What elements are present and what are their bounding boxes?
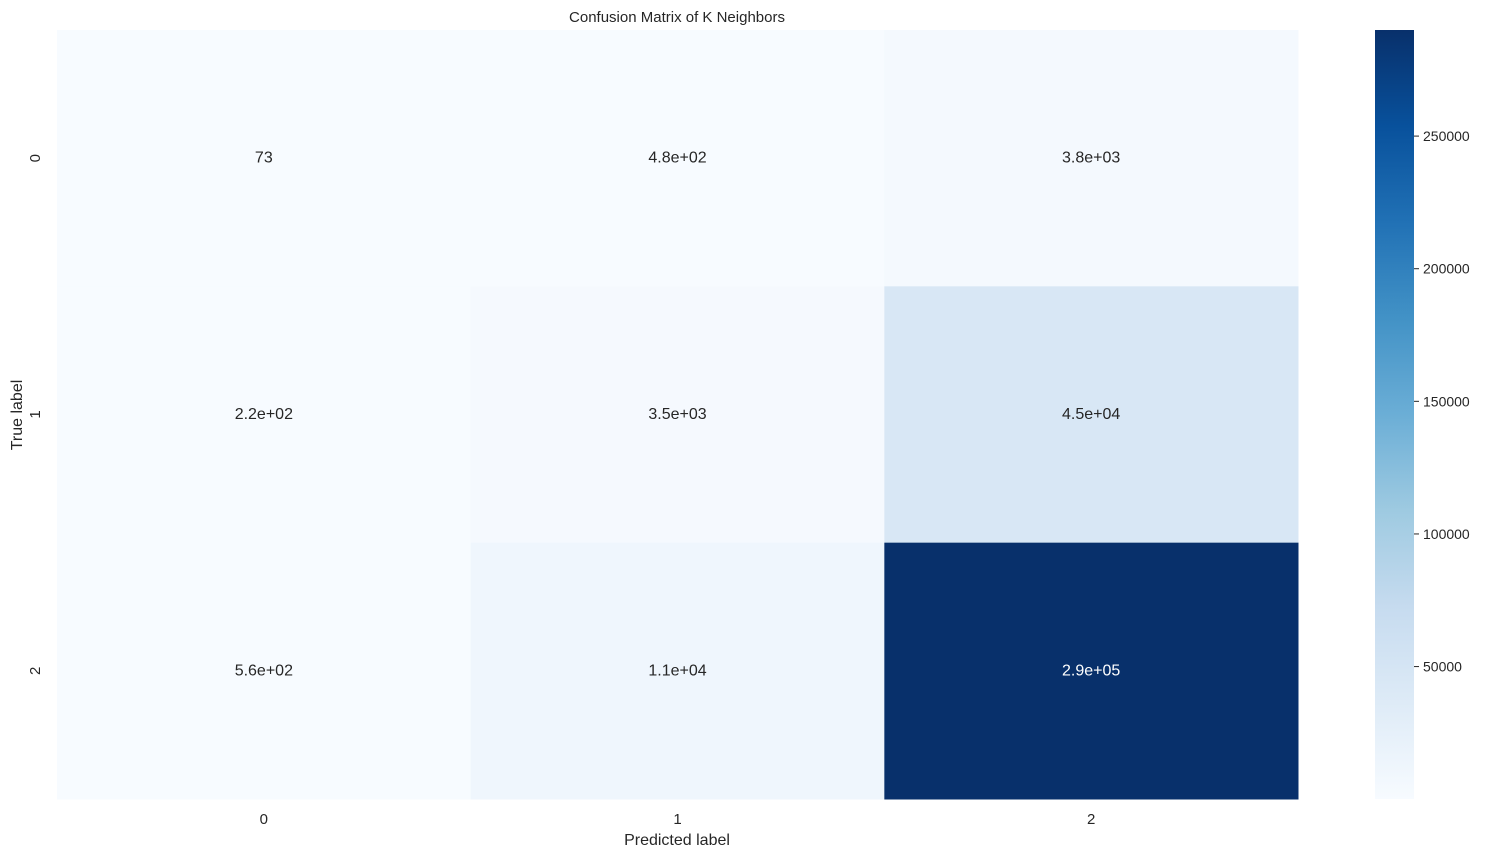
colorbar-tick-label-50000: 50000 [1423, 659, 1462, 675]
cell-annotation-0-0: 73 [255, 150, 273, 167]
x-axis-label: Predicted label [624, 832, 730, 849]
heatmap-cell-2-0 [57, 542, 472, 800]
heatmap-cell-0-2 [884, 30, 1299, 287]
heatmap-cell-1-2 [884, 286, 1299, 544]
x-tick-label-2: 2 [1087, 811, 1095, 828]
cell-annotation-2-2: 2.9e+05 [1062, 662, 1120, 679]
heatmap-cell-0-0 [57, 30, 472, 287]
heatmap-cell-2-1 [470, 542, 885, 800]
cell-annotation-1-2: 4.5e+04 [1062, 406, 1120, 423]
colorbar-tick-label-200000: 200000 [1423, 261, 1470, 277]
cell-annotation-2-1: 1.1e+04 [648, 662, 706, 679]
x-tick-label-1: 1 [673, 811, 681, 828]
heatmap-cell-1-0 [57, 286, 472, 544]
heatmap-cell-0-1 [470, 30, 885, 287]
cell-annotation-0-2: 3.8e+03 [1062, 150, 1120, 167]
y-tick-label-2: 2 [27, 667, 44, 675]
colorbar-ticks: 50000 100000 150000 200000 250000 [1414, 128, 1470, 675]
chart-title: Confusion Matrix of K Neighbors [569, 9, 785, 26]
cell-annotation-0-1: 4.8e+02 [648, 150, 706, 167]
cell-annotation-1-1: 3.5e+03 [648, 406, 706, 423]
y-tick-label-0: 0 [27, 154, 44, 162]
heatmap-cell-1-1 [470, 286, 885, 544]
x-tick-label-0: 0 [260, 811, 268, 828]
colorbar-tick-label-250000: 250000 [1423, 128, 1470, 144]
y-axis-label: True label [9, 380, 26, 451]
cell-annotation-1-0: 2.2e+02 [235, 406, 293, 423]
x-axis-ticks: 0 1 2 [260, 811, 1096, 828]
colorbar-tick-label-150000: 150000 [1423, 393, 1470, 409]
heatmap-cell-2-2 [884, 542, 1299, 800]
colorbar-tick-label-100000: 100000 [1423, 526, 1470, 542]
cell-annotation-2-0: 5.6e+02 [235, 662, 293, 679]
cell-annotations: 73 4.8e+02 3.8e+03 2.2e+02 3.5e+03 4.5e+04 5.6… [235, 150, 1121, 680]
y-axis-ticks: 0 1 2 [27, 154, 44, 675]
y-tick-label-1: 1 [27, 410, 44, 418]
heatmap-cells [57, 30, 1299, 800]
colorbar [1375, 30, 1414, 799]
